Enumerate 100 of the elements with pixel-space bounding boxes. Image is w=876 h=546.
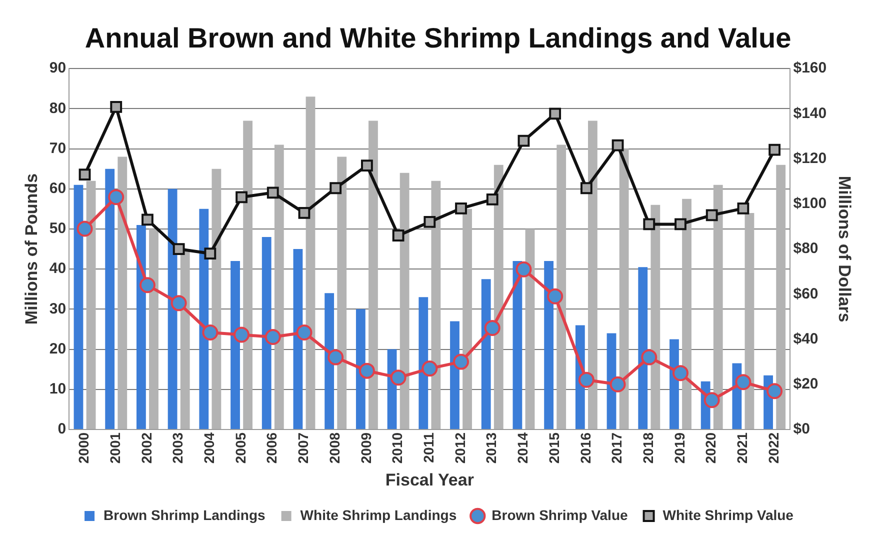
y2-tick-label: $80 [793,240,818,258]
bar [713,184,723,429]
point [766,383,783,400]
legend-label: White Shrimp Landings [300,506,457,523]
point [674,218,686,230]
point [142,214,154,226]
point [706,209,718,222]
point [78,168,91,181]
point [110,100,122,113]
y-tick-label: 20 [49,340,66,358]
point [266,186,279,199]
y-tick-label: 90 [49,60,66,77]
point [580,182,592,194]
y-tick-label: 70 [49,140,66,157]
bar [450,321,460,429]
chart-title: Annual Brown and White Shrimp Landings and Value [84,22,792,54]
point [170,295,187,312]
x-tick-label: 2020 [702,432,719,464]
bar [293,249,303,429]
y2-tick-label: $20 [793,375,818,392]
x-tick-label: 2015 [546,432,562,464]
legend-label: White Shrimp Value [662,506,794,523]
bar [650,204,660,429]
x-tick-label: 2017 [608,432,625,464]
bar [556,144,566,429]
bar [682,198,692,429]
x-axis-title: Fiscal Year [385,470,474,490]
y-tick-label: 40 [49,260,66,278]
bar [525,228,535,429]
point [672,365,688,382]
bar [199,208,209,429]
point [518,134,530,147]
point [204,248,216,260]
y2-tick-label: $120 [793,150,827,167]
x-tick-label: 2005 [232,432,248,464]
y-tick-label: 10 [49,380,66,398]
legend-label: Brown Shrimp Value [492,506,628,523]
point [643,218,656,230]
x-tick-label: 2012 [452,432,468,464]
x-tick-label: 2018 [640,432,656,464]
y-tick-label: 30 [49,300,66,318]
point [484,320,500,336]
y-tick-label: 80 [49,100,66,117]
bar [619,148,629,429]
point [236,191,248,204]
x-tick-label: 2000 [76,432,92,464]
point [172,243,185,255]
bar [118,156,128,429]
bar [481,279,491,429]
point [108,189,124,206]
y2-tick-label: $160 [793,60,827,77]
bar [337,156,347,429]
point [578,372,594,388]
x-tick-label: 2006 [264,432,280,464]
point [612,139,624,152]
bar [212,168,222,429]
point [392,230,404,242]
bar [243,120,253,429]
y-axis-title: Millions of Pounds [22,173,41,325]
point [486,193,498,206]
bar [400,172,410,429]
point [610,376,626,392]
point [390,370,406,386]
point [202,324,218,340]
bar [274,144,284,429]
y-tick-label: 0 [58,420,66,438]
point [296,324,312,340]
point [704,392,720,408]
point [139,277,156,294]
y2-tick-label: $40 [793,330,818,348]
bar [512,261,522,429]
bar [588,120,598,429]
bar [356,309,366,429]
bar [368,120,378,429]
x-tick-label: 2011 [420,432,437,463]
point [737,202,750,214]
x-tick-label: 2008 [326,432,342,464]
bar [431,180,441,429]
bar [418,297,428,429]
point [641,349,658,366]
point [768,144,781,156]
point [298,206,310,219]
point [735,374,752,390]
point [361,160,373,172]
point [422,360,438,377]
x-tick-label: 2002 [138,432,154,464]
bar [544,261,554,429]
x-tick-label: 2007 [295,432,312,464]
legend-label: Brown Shrimp Landings [104,506,266,523]
x-tick-label: 2016 [577,432,594,464]
y2-tick-label: $100 [793,195,827,212]
bar [744,212,754,429]
bar [262,237,272,429]
bar [149,228,158,429]
bar [168,188,178,429]
bar [180,249,190,429]
point [549,108,562,120]
y2-tick-label: $0 [793,420,810,438]
point [76,220,93,237]
bar [230,261,240,429]
